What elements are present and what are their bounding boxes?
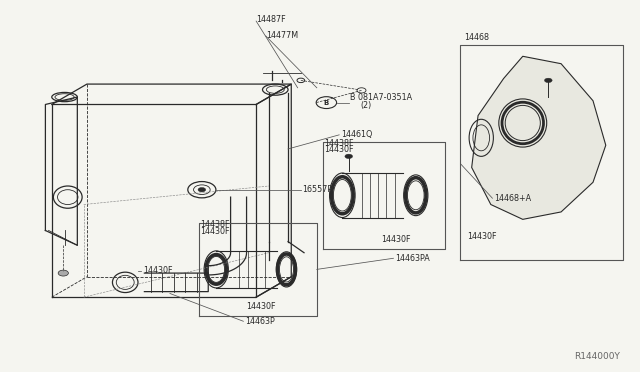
Text: 14438F: 14438F	[200, 221, 230, 230]
Text: B 081A7-0351A: B 081A7-0351A	[350, 93, 412, 102]
Text: 14487F: 14487F	[256, 16, 286, 25]
Circle shape	[345, 154, 353, 158]
Text: 14430F: 14430F	[246, 302, 276, 311]
Text: 14477M: 14477M	[266, 31, 298, 41]
Text: 14430F: 14430F	[143, 266, 173, 275]
Text: 14430F: 14430F	[467, 231, 497, 241]
Text: 14468+A: 14468+A	[494, 194, 531, 203]
Text: R144000Y: R144000Y	[574, 352, 620, 361]
Text: B: B	[324, 100, 329, 106]
Text: 14463P: 14463P	[245, 317, 275, 326]
Text: 14430F: 14430F	[200, 227, 230, 236]
Text: 14461Q: 14461Q	[341, 130, 372, 140]
Circle shape	[58, 270, 68, 276]
Text: 14430F: 14430F	[324, 145, 354, 154]
Circle shape	[545, 78, 552, 83]
Text: 14468: 14468	[464, 33, 489, 42]
Text: 14463PA: 14463PA	[396, 254, 430, 263]
Text: 14438F: 14438F	[324, 139, 354, 148]
Text: 14430F: 14430F	[381, 235, 410, 244]
Circle shape	[198, 187, 205, 192]
Text: 16557P: 16557P	[302, 185, 332, 194]
Polygon shape	[472, 56, 606, 219]
Text: (2): (2)	[360, 101, 371, 110]
